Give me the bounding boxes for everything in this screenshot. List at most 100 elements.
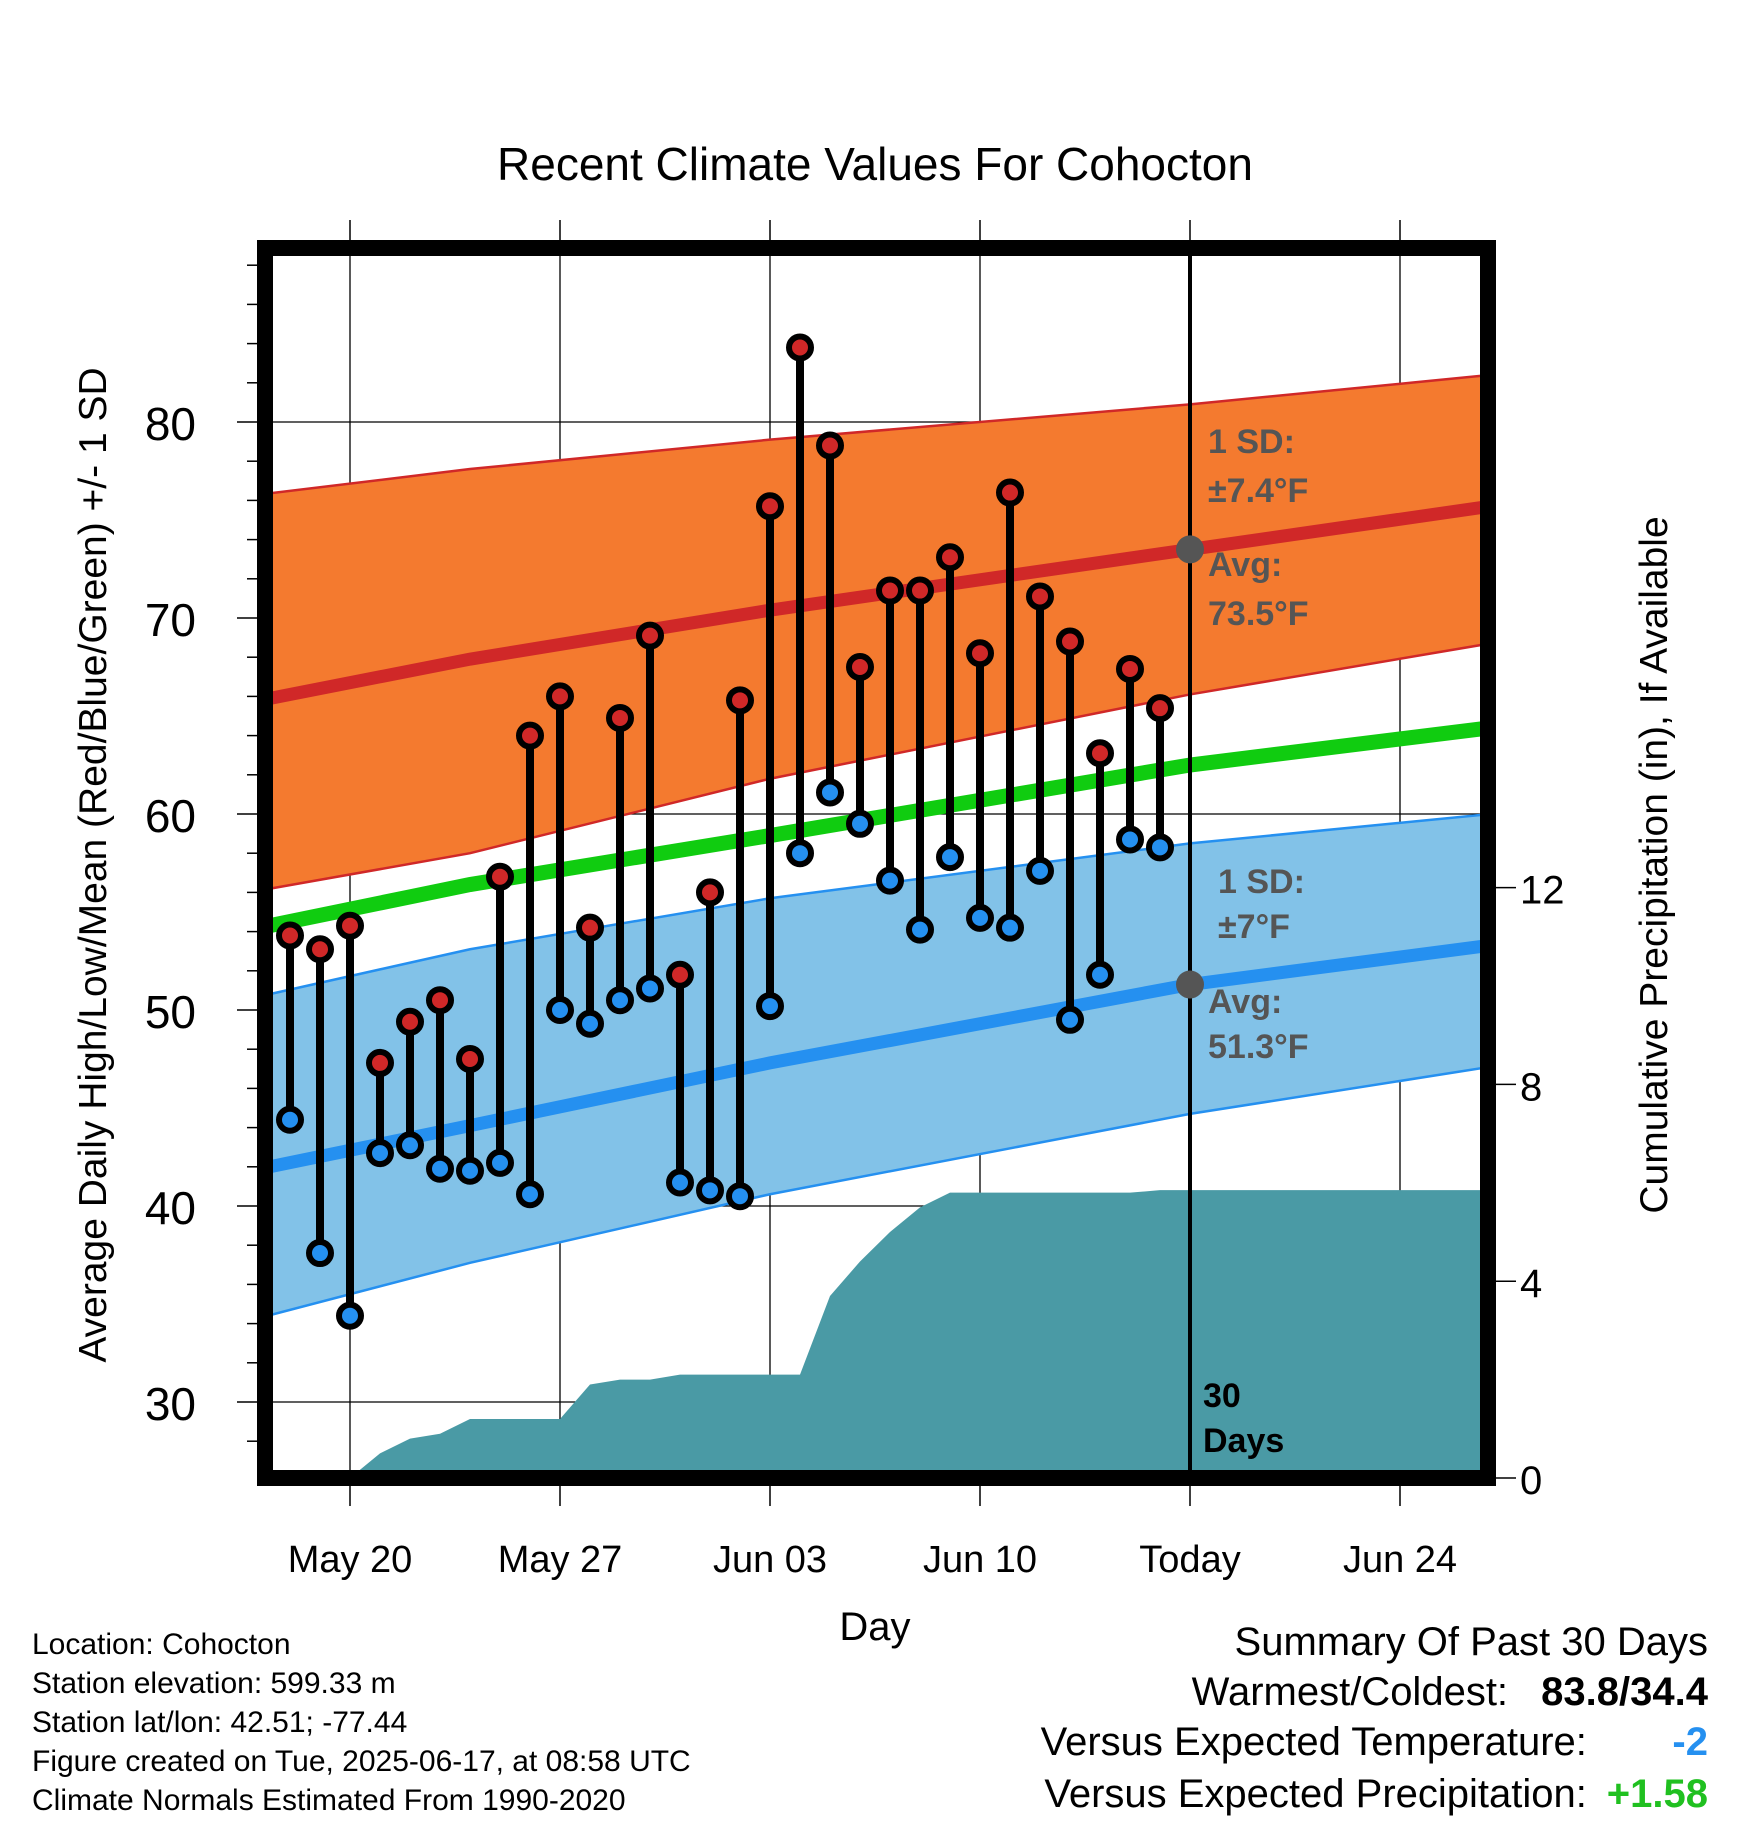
annotation: Avg: 73.5°F: [1208, 546, 1309, 633]
daily-high-point: [666, 960, 694, 989]
annotation-line-2: 73.5°F: [1208, 595, 1309, 633]
daily-high-point: [966, 639, 994, 668]
daily-high-point: [516, 721, 544, 750]
daily-low-point: [276, 1105, 304, 1134]
daily-high-point: [546, 682, 574, 711]
summary-precipitation: Versus Expected Precipitation: +1.58: [1044, 1772, 1708, 1817]
today-high-avg-dot: [1176, 535, 1204, 564]
meta-normals: Climate Normals Estimated From 1990-2020: [32, 1784, 626, 1817]
y-tick-label: 50: [145, 986, 196, 1038]
annotation-line-2: Days: [1203, 1422, 1284, 1460]
summary-title: Summary Of Past 30 Days: [1234, 1620, 1708, 1664]
daily-low-point: [696, 1176, 724, 1205]
daily-high-point: [756, 492, 784, 521]
daily-high-point: [276, 921, 304, 950]
daily-low-point: [336, 1301, 364, 1330]
summary-precipitation-value: +1.58: [1606, 1772, 1708, 1816]
daily-low-point: [546, 996, 574, 1024]
daily-high-point: [636, 621, 664, 650]
daily-low-point: [1086, 960, 1114, 989]
daily-low-point: [876, 866, 904, 895]
y-tick-label: 40: [145, 1182, 196, 1234]
plot-area: 1 SD: ±7.4°F Avg: 73.5°F 1 SD: ±7°F Avg: 51.3°F…: [265, 248, 1488, 1478]
daily-low-point: [1146, 833, 1174, 862]
daily-high-point: [306, 935, 334, 964]
daily-high-point: [936, 543, 964, 572]
summary-warmest-coldest-value: 83.8/34.4: [1541, 1670, 1708, 1714]
daily-high-point: [1116, 654, 1144, 683]
daily-high-point: [456, 1045, 484, 1073]
x-tick-label: May 27: [498, 1539, 623, 1581]
summary-warmest-coldest-label: Warmest/Coldest:: [1191, 1670, 1509, 1714]
annotation-line-1: Avg:: [1208, 983, 1282, 1021]
daily-high-point: [1146, 694, 1174, 723]
annotation-line-1: 30: [1203, 1377, 1241, 1415]
summary-temperature: Versus Expected Temperature: -2: [1041, 1720, 1708, 1765]
daily-low-point: [396, 1131, 424, 1160]
normal-high-upper: [265, 373, 1488, 496]
y-tick-label: 80: [145, 398, 196, 450]
annotation-line-2: 51.3°F: [1208, 1028, 1309, 1066]
daily-high-point: [726, 686, 754, 715]
x-axis-label: Day: [839, 1605, 910, 1649]
daily-high-point: [336, 911, 364, 940]
daily-high-point: [786, 333, 814, 362]
meta-location: Location: Cohocton: [32, 1628, 291, 1661]
y2-axis-label: Cumulative Precipitation (in), If Availa…: [1633, 516, 1676, 1213]
today-low-avg-dot: [1176, 970, 1204, 999]
y2-tick-label: 0: [1520, 1459, 1542, 1503]
normal-low-lower: [265, 1065, 1488, 1318]
daily-high-point: [1086, 739, 1114, 768]
normal-high-band: [265, 375, 1488, 890]
daily-low-point: [726, 1182, 754, 1211]
daily-low-point: [756, 992, 784, 1021]
daily-high-point: [606, 703, 634, 732]
daily-low-point: [906, 915, 934, 944]
annotation: 30 Days: [1203, 1377, 1284, 1460]
x-tick-label: Jun 10: [923, 1539, 1037, 1581]
daily-low-point: [936, 843, 964, 872]
daily-high-point: [426, 986, 454, 1015]
x-tick-label: Jun 24: [1343, 1539, 1457, 1581]
daily-high-point: [996, 478, 1024, 507]
y2-tick-label: 8: [1520, 1065, 1542, 1109]
daily-low-point: [1026, 856, 1054, 885]
daily-high-point: [696, 878, 724, 907]
plot-frame: [257, 240, 1496, 1486]
y-tick-label: 70: [145, 594, 196, 646]
daily-low-point: [306, 1239, 334, 1268]
daily-low-point: [366, 1139, 394, 1168]
daily-high-point: [366, 1048, 394, 1077]
summary-temperature-label: Versus Expected Temperature:: [1040, 1720, 1587, 1764]
daily-high-point: [816, 431, 844, 460]
daily-low-point: [606, 986, 634, 1015]
daily-high-point: [1026, 582, 1054, 611]
annotation-line-2: ±7.4°F: [1208, 472, 1308, 510]
x-tick-label: Today: [1139, 1539, 1240, 1581]
precip-area: [320, 1190, 1488, 1478]
annotation-line-1: 1 SD:: [1218, 863, 1305, 901]
daily-low-point: [516, 1180, 544, 1209]
daily-low-point: [786, 839, 814, 868]
daily-high-point: [576, 913, 604, 942]
summary-warmest-coldest: Warmest/Coldest: 83.8/34.4: [1192, 1670, 1708, 1715]
summary-temperature-value: -2: [1672, 1720, 1708, 1764]
y-axis-label: Average Daily High/Low/Mean (Red/Blue/Gr…: [72, 367, 115, 1362]
y2-tick-label: 12: [1520, 869, 1565, 913]
daily-high-point: [1056, 627, 1084, 656]
summary-precipitation-label: Versus Expected Precipitation:: [1044, 1772, 1587, 1816]
meta-created: Figure created on Tue, 2025-06-17, at 08…: [32, 1745, 691, 1778]
daily-high-point: [876, 576, 904, 605]
y-tick-label: 60: [145, 790, 196, 842]
chart-title: Recent Climate Values For Cohocton: [497, 138, 1253, 190]
daily-low-point: [576, 1009, 604, 1038]
meta-latlon: Station lat/lon: 42.51; -77.44: [32, 1706, 408, 1739]
daily-low-point: [666, 1168, 694, 1197]
x-tick-label: Jun 03: [713, 1539, 827, 1581]
annotation-line-2: ±7°F: [1218, 908, 1290, 946]
y2-tick-label: 4: [1520, 1262, 1542, 1306]
normal-low-band: [265, 814, 1488, 1317]
daily-high-point: [906, 576, 934, 605]
daily-low-point: [966, 903, 994, 932]
